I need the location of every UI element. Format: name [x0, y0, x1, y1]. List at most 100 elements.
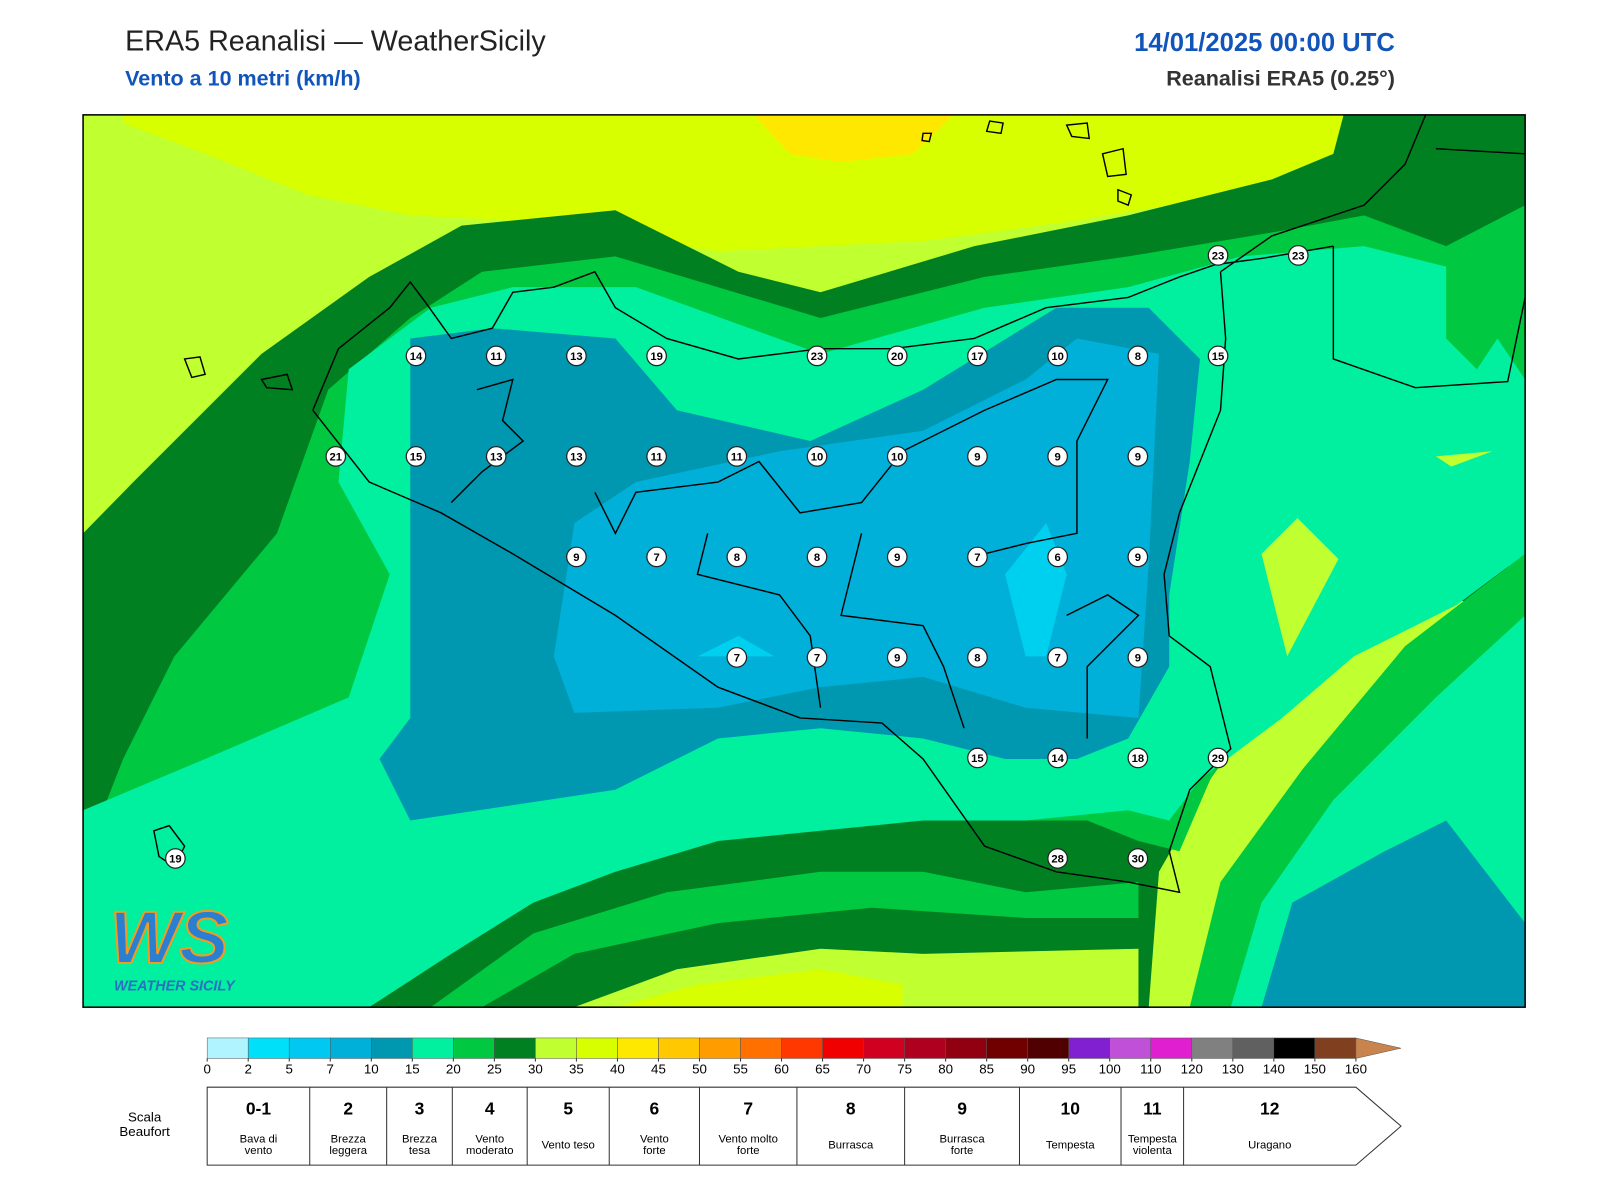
- station-marker: [1127, 747, 1149, 769]
- station-value: 14: [410, 351, 423, 363]
- station-marker: [967, 345, 988, 367]
- colorbar-segment: [822, 1037, 864, 1059]
- beaufort-force: 5: [563, 1098, 573, 1118]
- colorbar-tick-label: 90: [1020, 1061, 1035, 1076]
- beaufort-force: 10: [1061, 1098, 1080, 1118]
- colorbar-segment: [863, 1037, 905, 1059]
- colorbar-segment: [371, 1037, 413, 1059]
- colorbar-segment: [617, 1037, 659, 1059]
- colorbar-tick-label: 70: [856, 1061, 871, 1076]
- colorbar-segment: [740, 1037, 782, 1059]
- colorbar-tick-label: 110: [1140, 1061, 1161, 1076]
- wind-field: [83, 114, 1526, 1008]
- station-marker: [1287, 245, 1309, 266]
- beaufort-description: Brezza: [402, 1133, 438, 1145]
- colorbar-segment: [781, 1037, 823, 1059]
- colorbar-segment: [1150, 1037, 1193, 1059]
- station-value: 19: [650, 351, 663, 363]
- beaufort-description: Brezza: [331, 1133, 367, 1145]
- station-value: 15: [410, 451, 423, 463]
- beaufort-description: tesa: [409, 1145, 431, 1157]
- colorbar-tick-label: 40: [610, 1061, 625, 1076]
- colorbar-segment: [288, 1037, 331, 1059]
- colorbar-segment: [699, 1037, 741, 1059]
- station-value: 7: [734, 652, 740, 664]
- station-value: 7: [974, 552, 980, 564]
- station-marker: [726, 647, 748, 668]
- colorbar-segment: [453, 1037, 495, 1059]
- colorbar-tick-label: 0: [203, 1061, 210, 1076]
- beaufort-description: forte: [737, 1145, 760, 1157]
- colorbar-tick-label: 7: [327, 1061, 334, 1076]
- station-value: 9: [894, 552, 900, 564]
- beaufort-force: 9: [957, 1098, 967, 1118]
- colorbar-segment: [1109, 1037, 1152, 1059]
- colorbar-tick-label: 10: [364, 1061, 379, 1076]
- beaufort-description: Burrasca: [828, 1140, 874, 1152]
- colorbar-segment: [206, 1037, 249, 1059]
- datetime: 14/01/2025 00:00 UTC: [1134, 29, 1395, 57]
- station-value: 17: [971, 351, 984, 363]
- colorbar-tick-label: 35: [569, 1061, 584, 1076]
- station-marker: [806, 446, 828, 467]
- beaufort-description: Vento: [640, 1133, 669, 1145]
- colorbar-tick-label: 100: [1099, 1061, 1121, 1076]
- colorbar-segment: [576, 1037, 618, 1059]
- colorbar-tick-label: 120: [1181, 1061, 1203, 1076]
- colorbar-tick-label: 20: [446, 1061, 461, 1076]
- colorbar-tick-label: 130: [1222, 1061, 1244, 1076]
- colorbar-segment: [945, 1037, 987, 1059]
- station-value: 10: [1051, 351, 1064, 363]
- station-value: 11: [651, 451, 663, 463]
- logo: WS WEATHER SICILY: [109, 895, 236, 994]
- colorbar-tick-label: 30: [528, 1061, 543, 1076]
- colorbar-tick-label: 65: [815, 1061, 830, 1076]
- station-value: 10: [891, 451, 904, 463]
- station-value: 8: [734, 552, 740, 564]
- station-marker: [1047, 848, 1068, 869]
- colorbar-tick-label: 2: [244, 1061, 251, 1076]
- station-value: 6: [1055, 552, 1061, 564]
- station-marker: [1127, 345, 1149, 367]
- beaufort-force: 2: [343, 1098, 353, 1118]
- station-value: 23: [811, 351, 824, 363]
- beaufort-description: Bava di: [240, 1133, 278, 1145]
- station-marker: [646, 446, 667, 467]
- station-marker: [1047, 345, 1068, 367]
- beaufort-description: forte: [643, 1145, 666, 1157]
- station-marker: [646, 345, 667, 367]
- station-value: 11: [490, 351, 502, 363]
- station-value: 23: [1292, 250, 1305, 262]
- station-value: 30: [1132, 853, 1145, 865]
- station-marker: [1127, 647, 1149, 668]
- station-marker: [1047, 446, 1068, 467]
- beaufort-description: Burrasca: [940, 1133, 986, 1145]
- beaufort-force: 7: [743, 1098, 753, 1118]
- station-value: 9: [573, 552, 579, 564]
- station-marker: [967, 546, 988, 568]
- subtitle: Vento a 10 metri (km/h): [125, 67, 361, 91]
- colorbar-tick-label: 85: [979, 1061, 994, 1076]
- colorbar-tick-label: 75: [897, 1061, 912, 1076]
- station-value: 9: [1055, 451, 1061, 463]
- beaufort-force: 8: [846, 1098, 856, 1118]
- station-marker: [646, 546, 667, 568]
- station-value: 8: [1135, 351, 1141, 363]
- station-marker: [1047, 546, 1068, 568]
- beaufort-label: Scala: [128, 1109, 162, 1124]
- colorbar-segment: [658, 1037, 700, 1059]
- colorbar-tick-label: 50: [692, 1061, 707, 1076]
- station-value: 9: [894, 652, 900, 664]
- station-marker: [726, 446, 748, 467]
- station-value: 9: [974, 451, 980, 463]
- station-value: 20: [891, 351, 904, 363]
- logo-name: WEATHER SICILY: [114, 978, 236, 994]
- station-value: 10: [811, 451, 824, 463]
- beaufort-description: moderato: [466, 1145, 514, 1157]
- station-marker: [165, 848, 186, 869]
- colorbar-tick-label: 15: [405, 1061, 420, 1076]
- station-marker: [1207, 245, 1229, 266]
- colorbar-segment: [1314, 1037, 1357, 1059]
- station-value: 29: [1212, 753, 1225, 765]
- station-marker: [967, 747, 988, 769]
